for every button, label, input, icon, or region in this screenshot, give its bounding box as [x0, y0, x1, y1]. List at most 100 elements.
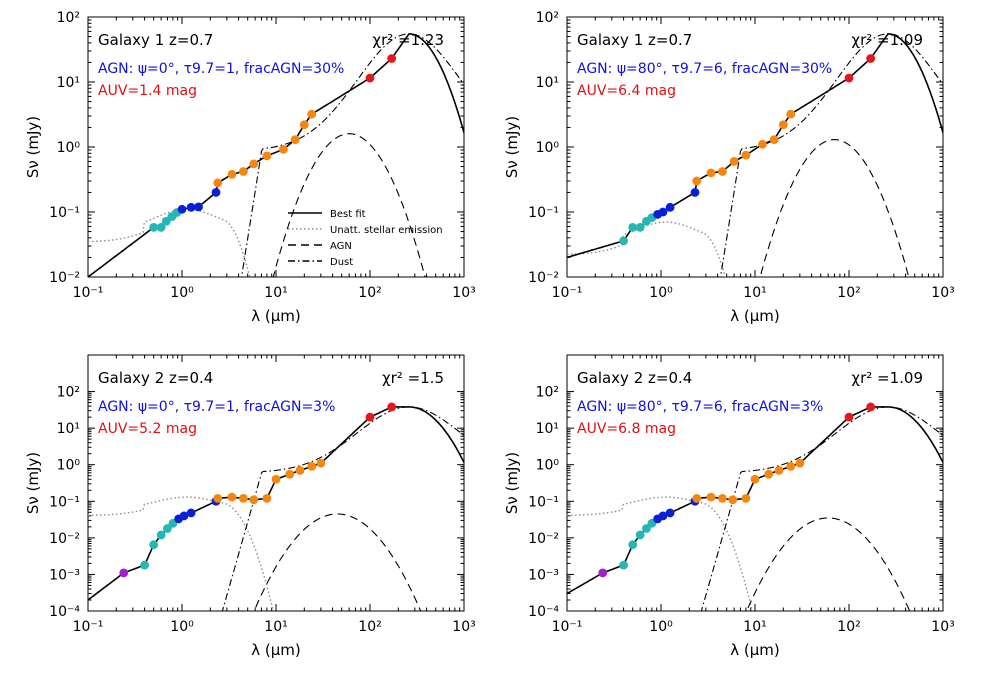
- y-tick-label: 10⁻¹: [528, 205, 559, 221]
- data-point-orange: [795, 458, 805, 468]
- dust-line: [221, 406, 464, 611]
- legend-entry: Unatt. stellar emission: [330, 225, 443, 236]
- data-point-red: [387, 402, 397, 412]
- data-point-orange: [728, 495, 738, 505]
- agn-parameters: AGN: ψ=0°, τ9.7=1, fracAGN=30%: [98, 61, 344, 77]
- data-point-cyan: [156, 222, 166, 232]
- x-tick-label: 10⁻¹: [552, 285, 583, 301]
- data-point-cyan: [619, 560, 628, 570]
- data-point-orange: [213, 178, 223, 188]
- data-point-orange: [262, 151, 272, 161]
- agn-parameters: AGN: ψ=80°, τ9.7=6, fracAGN=30%: [577, 61, 832, 77]
- agn-line: [272, 133, 426, 277]
- data-point-orange: [774, 465, 784, 475]
- y-tick-label: 10⁰: [536, 140, 560, 156]
- y-tick-label: 10⁻³: [528, 567, 559, 583]
- data-point-orange: [295, 465, 305, 475]
- y-tick-label: 10⁻³: [49, 567, 80, 583]
- legend: Best fit Unatt. stellar emission AGN Dust: [288, 209, 443, 268]
- data-point-red: [365, 412, 375, 422]
- data-point-red: [866, 54, 876, 63]
- data-point-cyan: [619, 236, 628, 246]
- data-point-blue: [658, 511, 668, 521]
- data-point-orange: [758, 139, 767, 149]
- data-point-orange: [741, 493, 751, 503]
- data-point-orange: [239, 493, 248, 503]
- x-tick-label: 10⁻¹: [73, 285, 104, 301]
- dust-line: [700, 406, 943, 611]
- y-axis-label: Sν (mJy): [24, 116, 42, 178]
- chi-squared-value: χr² =1.23: [372, 31, 444, 49]
- auv-value: AUV=6.4 mag: [577, 83, 676, 99]
- x-tick-label: 10⁻¹: [73, 619, 104, 635]
- auv-value: AUV=1.4 mag: [98, 83, 197, 99]
- data-point-blue: [211, 188, 221, 197]
- agn-line: [253, 513, 422, 611]
- agn-line: [759, 139, 910, 277]
- y-tick-label: 10¹: [536, 421, 559, 437]
- data-point-orange: [213, 493, 223, 503]
- legend-entry: Best fit: [330, 209, 366, 220]
- data-point-orange: [262, 493, 272, 503]
- y-tick-label: 10⁻¹: [528, 494, 559, 510]
- data-point-orange: [285, 469, 295, 479]
- x-tick-label: 10³: [931, 619, 954, 635]
- auv-value: AUV=6.8 mag: [577, 421, 676, 437]
- y-tick-label: 10²: [57, 385, 80, 401]
- x-tick-label: 10²: [358, 285, 381, 301]
- data-point-cyan: [635, 530, 645, 540]
- data-point-purple: [119, 568, 129, 578]
- y-axis-label: Sν (mJy): [503, 452, 521, 514]
- x-tick-label: 10⁻¹: [552, 619, 583, 635]
- x-tick-label: 10¹: [264, 285, 287, 301]
- panel-bottom-right: 10⁻¹ 10⁰ 10¹ 10² 10³ 10⁻⁴ 10⁻³ 10⁻² 10⁻¹ 10⁰ 10¹ 10…: [503, 354, 955, 659]
- dust-line: [719, 33, 943, 277]
- best-fit-line: [567, 33, 943, 259]
- data-point-orange: [769, 135, 779, 144]
- data-point-orange: [778, 120, 788, 130]
- x-axis-label: λ (μm): [730, 307, 780, 325]
- data-point-blue: [690, 188, 700, 197]
- data-point-orange: [786, 109, 796, 119]
- x-tick-label: 10²: [837, 619, 860, 635]
- x-tick-label: 10¹: [743, 285, 766, 301]
- legend-entry: Dust: [330, 257, 353, 268]
- curves: [567, 406, 943, 611]
- x-tick-label: 10³: [452, 285, 475, 301]
- y-tick-label: 10²: [57, 10, 80, 26]
- data-points: [598, 402, 876, 578]
- chi-squared-value: χr² =1.09: [851, 369, 923, 387]
- y-tick-label: 10⁻²: [49, 270, 80, 286]
- stellar-emission-line: [88, 208, 251, 277]
- curves: [567, 33, 943, 277]
- y-tick-label: 10²: [536, 10, 559, 26]
- data-point-blue: [179, 511, 189, 521]
- data-point-orange: [786, 461, 796, 471]
- data-point-cyan: [140, 560, 149, 570]
- data-point-orange: [227, 169, 237, 179]
- x-axis-label: λ (μm): [251, 307, 301, 325]
- y-tick-label: 10¹: [57, 421, 80, 437]
- galaxy-label: Galaxy 1 z=0.7: [98, 31, 213, 49]
- legend-entry: AGN: [330, 241, 352, 252]
- data-point-orange: [227, 492, 237, 502]
- data-point-blue: [194, 202, 203, 212]
- data-point-red: [844, 73, 854, 83]
- data-point-orange: [316, 458, 326, 468]
- x-tick-label: 10²: [837, 285, 860, 301]
- data-point-orange: [706, 492, 716, 502]
- data-point-orange: [290, 135, 300, 144]
- x-tick-label: 10⁰: [170, 619, 194, 635]
- y-tick-label: 10⁻²: [49, 531, 80, 547]
- auv-value: AUV=5.2 mag: [98, 421, 197, 437]
- y-tick-label: 10⁰: [536, 458, 560, 474]
- x-axis-label: λ (μm): [730, 641, 780, 659]
- agn-line: [746, 517, 911, 611]
- data-point-cyan: [149, 540, 159, 550]
- x-tick-label: 10³: [931, 285, 954, 301]
- data-point-blue: [665, 508, 675, 518]
- data-points: [619, 54, 876, 246]
